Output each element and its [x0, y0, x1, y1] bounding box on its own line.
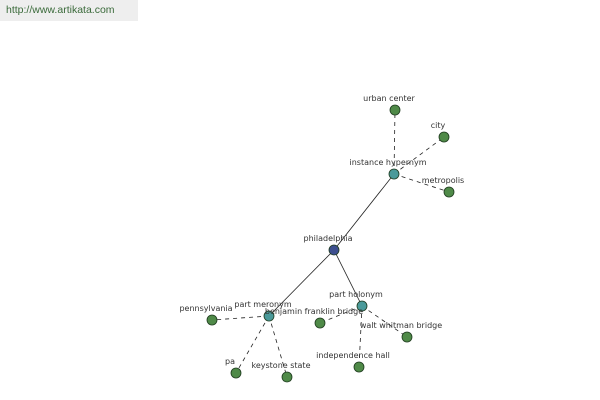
node-label: metropolis	[422, 176, 464, 185]
edge-dashed	[235, 315, 270, 374]
edge-dashed	[358, 305, 363, 368]
node	[356, 300, 368, 312]
node-label: part meronym	[234, 300, 291, 309]
node-label: philadelphia	[304, 234, 353, 243]
node-label: instance hypernym	[350, 158, 427, 167]
node	[314, 317, 326, 329]
node	[263, 310, 275, 322]
edge-dashed	[393, 173, 450, 193]
node	[401, 331, 413, 343]
node-label: urban center	[363, 94, 415, 103]
edge-dashed	[211, 315, 270, 321]
node	[353, 361, 365, 373]
node-label: part holonym	[329, 290, 383, 299]
node	[438, 131, 450, 143]
node	[206, 314, 218, 326]
node-label: benjamin franklin bridge	[265, 307, 363, 316]
edge-dashed	[393, 136, 445, 175]
node	[230, 367, 242, 379]
node-label: walt whitman bridge	[360, 321, 442, 330]
node-label: pa	[225, 357, 235, 366]
node-label: keystone state	[251, 361, 310, 370]
edge	[268, 249, 335, 317]
node	[388, 168, 400, 180]
node	[328, 244, 340, 256]
edge	[333, 249, 363, 307]
node-label: city	[431, 121, 446, 130]
node-label: independence hall	[316, 351, 390, 360]
edge-dashed	[361, 305, 408, 338]
edge	[333, 173, 395, 251]
node	[281, 371, 293, 383]
node	[389, 104, 401, 116]
edge-dashed	[268, 315, 288, 378]
node	[443, 186, 455, 198]
edge-dashed	[393, 109, 396, 175]
site-url[interactable]: http://www.artikata.com	[0, 0, 138, 21]
node-label: pennsylvania	[179, 304, 232, 313]
